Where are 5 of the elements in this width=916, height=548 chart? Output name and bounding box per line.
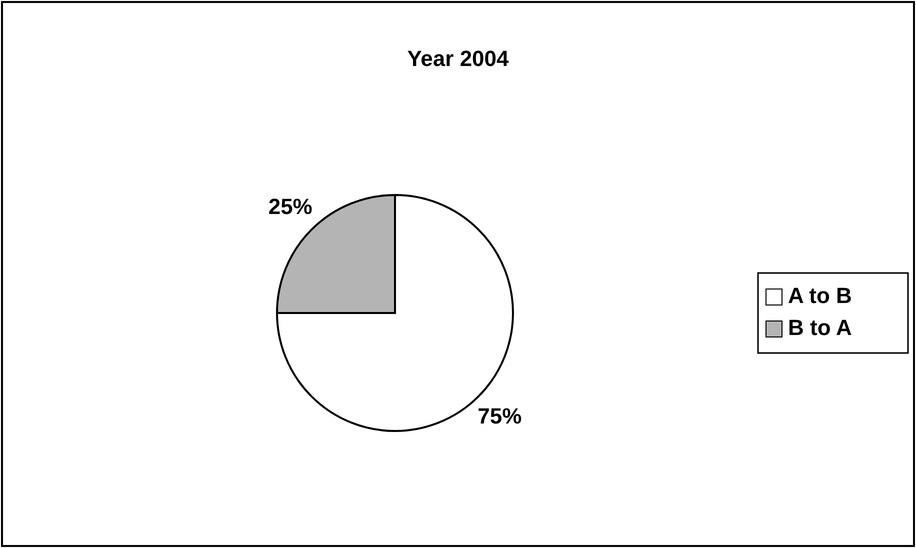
chart-title: Year 2004 bbox=[407, 46, 510, 71]
data-label: 75% bbox=[478, 403, 522, 428]
legend-label: A to B bbox=[788, 282, 852, 308]
legend-label: B to A bbox=[788, 314, 852, 340]
data-label: 25% bbox=[268, 194, 312, 220]
